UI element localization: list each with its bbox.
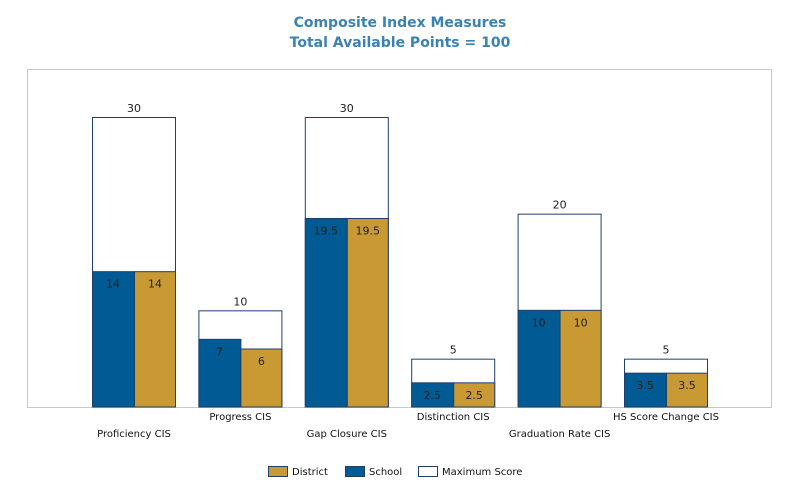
district-value-label: 10 bbox=[574, 316, 588, 329]
category-label-progress-cis: Progress CIS bbox=[209, 412, 271, 423]
school-value-label: 14 bbox=[106, 278, 120, 291]
school-value-label: 3.5 bbox=[636, 379, 654, 392]
school-bar bbox=[304, 218, 348, 408]
district-bar bbox=[453, 382, 496, 408]
max-score-label: 30 bbox=[340, 102, 354, 115]
district-bar bbox=[559, 309, 602, 408]
chart-title: Composite Index Measures bbox=[293, 15, 507, 31]
legend-swatch-maximum-score bbox=[418, 466, 438, 477]
category-label-graduation-rate-cis: Graduation Rate CIS bbox=[509, 429, 611, 440]
school-bar bbox=[411, 382, 455, 408]
district-value-label: 6 bbox=[258, 355, 265, 368]
category-label-proficiency-cis: Proficiency CIS bbox=[97, 429, 171, 440]
max-score-label: 5 bbox=[663, 344, 670, 357]
district-value-label: 2.5 bbox=[465, 389, 483, 402]
school-value-label: 2.5 bbox=[423, 389, 441, 402]
chart-subtitle: Total Available Points = 100 bbox=[289, 35, 511, 51]
legend-label-district: District bbox=[292, 467, 328, 478]
max-score-label: 30 bbox=[127, 102, 141, 115]
legend-swatch-school bbox=[345, 466, 365, 477]
legend-label-maximum-score: Maximum Score bbox=[442, 467, 522, 478]
district-bar bbox=[346, 218, 389, 408]
school-bar bbox=[92, 271, 135, 408]
school-bar bbox=[198, 338, 242, 408]
max-score-label: 5 bbox=[450, 344, 457, 357]
school-value-label: 7 bbox=[216, 345, 223, 358]
category-label-hs-score-change-cis: HS Score Change CIS bbox=[613, 412, 719, 423]
district-bar bbox=[666, 372, 708, 408]
school-value-label: 10 bbox=[532, 316, 546, 329]
school-value-label: 19.5 bbox=[314, 225, 339, 238]
district-bar bbox=[134, 271, 176, 408]
district-value-label: 14 bbox=[148, 278, 162, 291]
category-label-gap-closure-cis: Gap Closure CIS bbox=[307, 429, 387, 440]
legend-label-school: School bbox=[369, 467, 402, 478]
district-bar bbox=[240, 348, 283, 408]
school-bar bbox=[517, 309, 561, 408]
legend-swatch-district bbox=[268, 466, 288, 477]
district-value-label: 19.5 bbox=[356, 225, 381, 238]
plot-area bbox=[27, 69, 772, 408]
district-value-label: 3.5 bbox=[678, 379, 696, 392]
max-score-label: 20 bbox=[553, 199, 567, 212]
category-label-distinction-cis: Distinction CIS bbox=[417, 412, 490, 423]
max-score-label: 10 bbox=[233, 295, 247, 308]
